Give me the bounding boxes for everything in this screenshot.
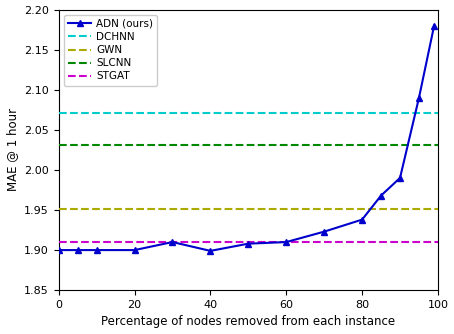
ADN (ours): [284, 240, 289, 244]
DCHNN: [60, 111, 65, 115]
ADN (ours): [378, 194, 384, 198]
ADN (ours): [56, 248, 61, 252]
ADN (ours): [94, 248, 99, 252]
ADN (ours): [360, 218, 365, 222]
ADN (ours): [397, 176, 403, 180]
ADN (ours): [75, 248, 80, 252]
ADN (ours): [207, 249, 213, 253]
Line: ADN (ours): ADN (ours): [56, 23, 437, 254]
STGAT: [60, 240, 65, 244]
SLCNN: [60, 143, 65, 147]
ADN (ours): [132, 248, 137, 252]
STGAT: [56, 240, 61, 244]
GWN: [60, 207, 65, 211]
ADN (ours): [170, 240, 175, 244]
SLCNN: [56, 143, 61, 147]
ADN (ours): [321, 230, 327, 234]
Legend: ADN (ours), DCHNN, GWN, SLCNN, STGAT: ADN (ours), DCHNN, GWN, SLCNN, STGAT: [64, 15, 158, 86]
ADN (ours): [431, 24, 437, 28]
X-axis label: Percentage of nodes removed from each instance: Percentage of nodes removed from each in…: [101, 315, 395, 328]
Y-axis label: MAE @ 1 hour: MAE @ 1 hour: [5, 108, 19, 191]
GWN: [56, 207, 61, 211]
ADN (ours): [246, 242, 251, 246]
ADN (ours): [416, 96, 422, 100]
DCHNN: [56, 111, 61, 115]
